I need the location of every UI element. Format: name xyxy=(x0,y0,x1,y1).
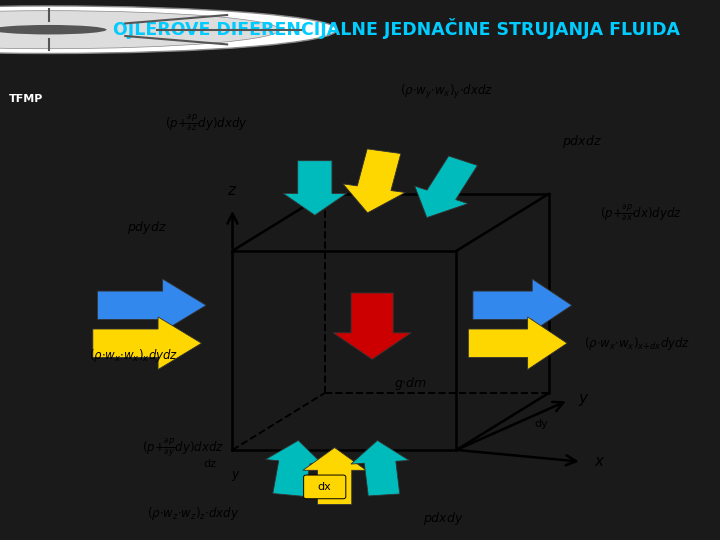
Circle shape xyxy=(0,25,107,35)
Polygon shape xyxy=(93,317,202,369)
Text: $pdxdz$: $pdxdz$ xyxy=(562,133,602,150)
Text: $y$: $y$ xyxy=(578,392,590,408)
Polygon shape xyxy=(415,156,477,218)
Text: $(p{+}\frac{\partial p}{\partial x}dx)dydz$: $(p{+}\frac{\partial p}{\partial x}dx)dy… xyxy=(600,202,682,224)
Polygon shape xyxy=(283,161,346,215)
Polygon shape xyxy=(333,293,411,359)
Text: $y$: $y$ xyxy=(231,469,240,483)
Polygon shape xyxy=(97,279,206,332)
Circle shape xyxy=(0,11,279,49)
Text: $(\rho{\cdot}w_x{\cdot}w_x)_x dydz$: $(\rho{\cdot}w_x{\cdot}w_x)_x dydz$ xyxy=(89,347,179,363)
Text: $z$: $z$ xyxy=(228,183,238,198)
Text: $x$: $x$ xyxy=(593,454,605,469)
Circle shape xyxy=(0,6,337,53)
Polygon shape xyxy=(473,279,572,332)
Polygon shape xyxy=(468,317,567,369)
FancyBboxPatch shape xyxy=(304,475,346,499)
Text: TFMP: TFMP xyxy=(9,94,43,104)
Text: $(p{+}\frac{\partial p}{\partial z}dy)dxdy$: $(p{+}\frac{\partial p}{\partial z}dy)dx… xyxy=(165,112,248,133)
Text: dx: dx xyxy=(318,482,332,492)
Text: $(p{+}\frac{\partial p}{\partial y}dy)dxdz$: $(p{+}\frac{\partial p}{\partial y}dy)dx… xyxy=(142,436,224,459)
Text: $g{\cdot}dm$: $g{\cdot}dm$ xyxy=(394,375,427,392)
Text: dy: dy xyxy=(534,420,548,429)
Text: $(\rho{\cdot}w_y{\cdot}w_x)_y{\cdot}dxdz$: $(\rho{\cdot}w_y{\cdot}w_x)_y{\cdot}dxdz… xyxy=(400,83,493,101)
Text: dz: dz xyxy=(203,459,216,469)
Polygon shape xyxy=(266,441,323,496)
Polygon shape xyxy=(303,448,366,504)
Text: $pdydz$: $pdydz$ xyxy=(127,219,167,235)
Polygon shape xyxy=(343,149,405,213)
Polygon shape xyxy=(351,441,409,496)
Text: OJLEROVE DIFERENCIJALNE JEDNAČINE STRUJANJA FLUIDA: OJLEROVE DIFERENCIJALNE JEDNAČINE STRUJA… xyxy=(112,18,680,39)
Text: $pdxdy$: $pdxdy$ xyxy=(423,510,464,527)
Text: $(\rho{\cdot}w_z{\cdot}w_z)_z{\cdot}dxdy$: $(\rho{\cdot}w_z{\cdot}w_z)_z{\cdot}dxdy… xyxy=(147,505,239,522)
Text: $(\rho{\cdot}w_x{\cdot}w_x)_{x{+}dx}dydz$: $(\rho{\cdot}w_x{\cdot}w_x)_{x{+}dx}dydz… xyxy=(585,335,690,352)
